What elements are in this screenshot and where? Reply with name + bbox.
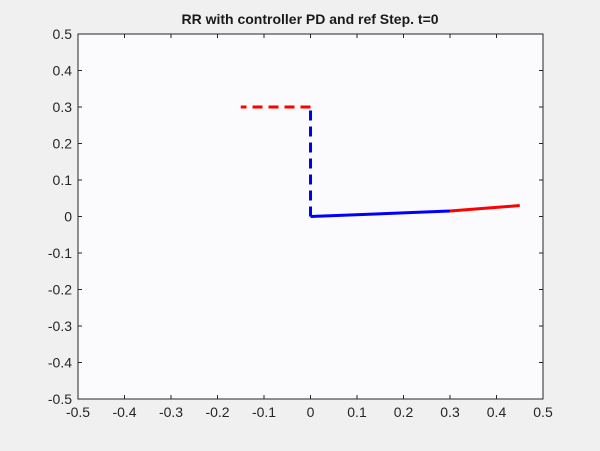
x-tick-label: -0.1 xyxy=(252,404,276,420)
y-tick-label: -0.4 xyxy=(48,355,72,371)
series-line-3 xyxy=(310,209,451,218)
x-tick-label: 0.4 xyxy=(487,404,507,420)
y-tick-label: 0.3 xyxy=(53,99,73,115)
x-tick-label: -0.2 xyxy=(205,404,229,420)
x-tick-label: -0.3 xyxy=(159,404,183,420)
y-tick-label: 0.1 xyxy=(53,172,73,188)
y-tick-label: 0.5 xyxy=(53,26,73,42)
x-tick-label: 0.3 xyxy=(440,404,460,420)
y-tick-label: -0.2 xyxy=(48,282,72,298)
y-tick-label: 0.4 xyxy=(53,63,73,79)
x-tick-label: -0.5 xyxy=(66,404,90,420)
x-tick-label: 0.5 xyxy=(533,404,553,420)
axis-ticks: -0.5 -0.4 -0.3 -0.2 -0.1 0 0.1 0.2 0.3 0.4 0.5 0.5 0… xyxy=(48,26,553,420)
y-tick-label: -0.1 xyxy=(48,245,72,261)
x-tick-label: -0.4 xyxy=(112,404,136,420)
y-tick-label: -0.3 xyxy=(48,318,72,334)
x-tick-label: 0.2 xyxy=(394,404,414,420)
series-group xyxy=(240,105,520,218)
chart-title: RR with controller PD and ref Step. t=0 xyxy=(181,11,438,27)
y-tick-label: -0.5 xyxy=(48,391,72,407)
y-tick-label: 0.2 xyxy=(53,136,73,152)
series-line-4 xyxy=(449,204,520,213)
x-tick-label: 0 xyxy=(307,404,315,420)
y-tick-label: 0 xyxy=(64,209,72,225)
x-tick-label: 0.1 xyxy=(347,404,367,420)
